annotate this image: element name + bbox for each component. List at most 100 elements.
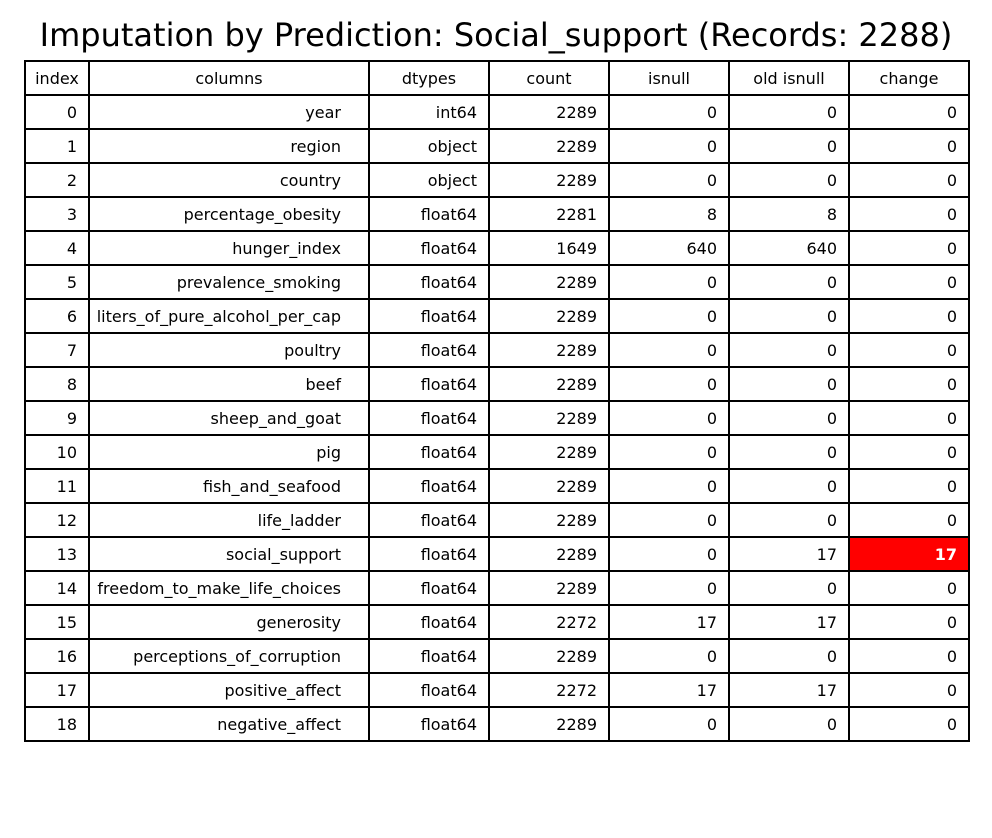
cell-index: 16 [24,638,90,674]
cell-isnull: 0 [608,536,730,572]
cell-columns: freedom_to_make_life_choices [88,570,370,606]
table-row: 17 positive_affect float64 2272 17 17 0 [24,672,970,708]
cell-index: 0 [24,94,90,130]
cell-dtypes: float64 [368,638,490,674]
cell-dtypes: float64 [368,264,490,300]
cell-index: 1 [24,128,90,164]
cell-isnull: 0 [608,298,730,334]
cell-isnull: 0 [608,638,730,674]
cell-change: 0 [848,366,970,402]
table-row: 15 generosity float64 2272 17 17 0 [24,604,970,640]
cell-isnull: 0 [608,94,730,130]
cell-index: 15 [24,604,90,640]
cell-dtypes: float64 [368,332,490,368]
cell-columns: sheep_and_goat [88,400,370,436]
cell-count: 2289 [488,264,610,300]
header-columns: columns [88,60,370,96]
cell-dtypes: float64 [368,672,490,708]
cell-dtypes: float64 [368,536,490,572]
cell-change: 0 [848,570,970,606]
cell-count: 2272 [488,604,610,640]
cell-index: 17 [24,672,90,708]
cell-columns: region [88,128,370,164]
cell-columns: life_ladder [88,502,370,538]
cell-dtypes: float64 [368,298,490,334]
cell-index: 10 [24,434,90,470]
cell-old-isnull: 0 [728,162,850,198]
cell-isnull: 0 [608,468,730,504]
header-isnull: isnull [608,60,730,96]
cell-change: 0 [848,502,970,538]
cell-change: 0 [848,162,970,198]
header-dtypes: dtypes [368,60,490,96]
cell-old-isnull: 0 [728,400,850,436]
cell-count: 2289 [488,162,610,198]
cell-columns: generosity [88,604,370,640]
cell-isnull: 17 [608,672,730,708]
cell-change: 0 [848,468,970,504]
table-row: 10 pig float64 2289 0 0 0 [24,434,970,470]
table-row: 4 hunger_index float64 1649 640 640 0 [24,230,970,266]
table-row: 1 region object 2289 0 0 0 [24,128,970,164]
cell-index: 8 [24,366,90,402]
table-row: 13 social_support float64 2289 0 17 17 [24,536,970,572]
cell-change: 0 [848,230,970,266]
cell-index: 6 [24,298,90,334]
cell-index: 9 [24,400,90,436]
table-row: 5 prevalence_smoking float64 2289 0 0 0 [24,264,970,300]
cell-change: 0 [848,94,970,130]
header-index: index [24,60,90,96]
cell-count: 2281 [488,196,610,232]
cell-index: 2 [24,162,90,198]
cell-isnull: 0 [608,128,730,164]
cell-dtypes: float64 [368,196,490,232]
cell-columns: year [88,94,370,130]
cell-change: 0 [848,196,970,232]
cell-columns: percentage_obesity [88,196,370,232]
table-row: 14 freedom_to_make_life_choices float64 228… [24,570,970,606]
cell-dtypes: float64 [368,230,490,266]
cell-count: 2289 [488,332,610,368]
cell-old-isnull: 640 [728,230,850,266]
table-row: 0 year int64 2289 0 0 0 [24,94,970,130]
table-row: 2 country object 2289 0 0 0 [24,162,970,198]
cell-count: 2289 [488,128,610,164]
header-old-isnull: old isnull [728,60,850,96]
cell-index: 13 [24,536,90,572]
table-row: 16 perceptions_of_corruption float64 2289 0 0… [24,638,970,674]
cell-count: 2289 [488,94,610,130]
cell-dtypes: float64 [368,400,490,436]
chart-title: Imputation by Prediction: Social_support… [39,16,953,54]
cell-change: 0 [848,128,970,164]
cell-index: 3 [24,196,90,232]
table-header-row: index columns dtypes count isnull old isnull c… [24,60,970,96]
header-count: count [488,60,610,96]
table-row: 6 liters_of_pure_alcohol_per_cap float64 22… [24,298,970,334]
cell-dtypes: float64 [368,468,490,504]
cell-isnull: 0 [608,706,730,742]
table-row: 3 percentage_obesity float64 2281 8 8 0 [24,196,970,232]
cell-columns: perceptions_of_corruption [88,638,370,674]
cell-old-isnull: 17 [728,672,850,708]
cell-count: 2289 [488,706,610,742]
cell-old-isnull: 0 [728,94,850,130]
cell-change: 0 [848,706,970,742]
cell-index: 5 [24,264,90,300]
cell-columns: prevalence_smoking [88,264,370,300]
data-table: index columns dtypes count isnull old isnull c… [24,60,970,742]
cell-count: 2289 [488,298,610,334]
cell-isnull: 8 [608,196,730,232]
cell-old-isnull: 0 [728,264,850,300]
cell-columns: social_support [88,536,370,572]
cell-index: 4 [24,230,90,266]
cell-old-isnull: 17 [728,604,850,640]
cell-isnull: 0 [608,570,730,606]
cell-count: 2272 [488,672,610,708]
cell-change: 17 [848,536,970,572]
table-row: 9 sheep_and_goat float64 2289 0 0 0 [24,400,970,436]
table-row: 8 beef float64 2289 0 0 0 [24,366,970,402]
cell-columns: hunger_index [88,230,370,266]
cell-columns: negative_affect [88,706,370,742]
cell-index: 11 [24,468,90,504]
cell-isnull: 0 [608,264,730,300]
